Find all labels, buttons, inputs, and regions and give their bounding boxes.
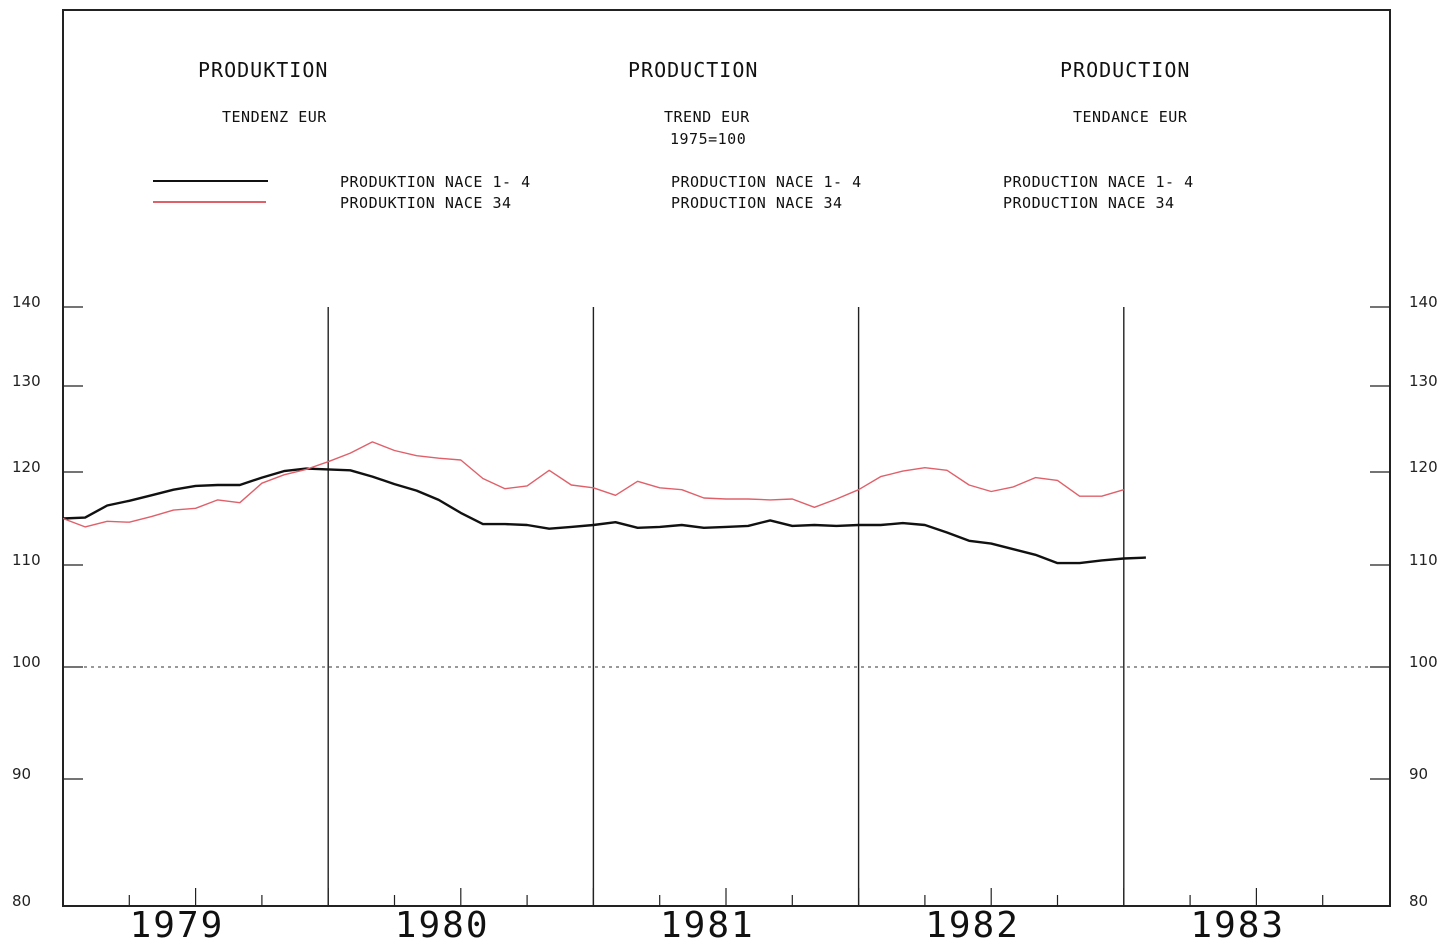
y-tick-label-right-80: 80 [1409, 892, 1429, 910]
y-tick-label-right-110: 110 [1409, 551, 1438, 569]
series-line-2 [62, 441, 1124, 528]
legend-de: PRODUKTION NACE 1- 4 PRODUKTION NACE 34 [340, 172, 531, 214]
y-tick-label-right-100: 100 [1409, 653, 1438, 671]
y-tick-label-right-130: 130 [1409, 372, 1438, 390]
year-separators [327, 307, 1125, 906]
header-title-de: PRODUKTION [198, 58, 329, 82]
legend-label-black-de: PRODUKTION NACE 1- 4 [340, 173, 531, 191]
legend-label-red-de: PRODUKTION NACE 34 [340, 194, 512, 212]
y-tick-label-right-90: 90 [1409, 765, 1429, 783]
legend-label-red-en: PRODUCTION NACE 34 [671, 194, 843, 212]
y-tick-label-left-100: 100 [12, 653, 41, 671]
series-lines [62, 441, 1146, 565]
legend-en: PRODUCTION NACE 1- 4 PRODUCTION NACE 34 [671, 172, 862, 214]
x-tick-label-1983: 1983 [1190, 905, 1286, 946]
y-tick-label-right-140: 140 [1409, 293, 1438, 311]
legend-label-black-en: PRODUCTION NACE 1- 4 [671, 173, 862, 191]
header-subtitle-fr: TENDANCE EUR [1073, 108, 1188, 126]
legend-label-red-fr: PRODUCTION NACE 34 [1003, 194, 1175, 212]
legend-label-black-fr: PRODUCTION NACE 1- 4 [1003, 173, 1194, 191]
axis-ticks [63, 306, 1390, 907]
header-subtitle-de: TENDENZ EUR [222, 108, 327, 126]
y-tick-label-left-80: 80 [12, 892, 32, 910]
header-title-en: PRODUCTION [628, 58, 759, 82]
x-tick-label-1980: 1980 [394, 905, 490, 946]
header-base-year: 1975=100 [670, 130, 747, 148]
x-tick-label-1982: 1982 [925, 905, 1020, 946]
y-tick-label-left-120: 120 [12, 458, 41, 476]
y-tick-label-left-130: 130 [12, 372, 41, 390]
x-tick-label-1979: 1979 [129, 905, 225, 946]
y-tick-label-left-140: 140 [12, 293, 41, 311]
x-tick-label-1981: 1981 [660, 905, 755, 946]
y-tick-label-right-120: 120 [1409, 458, 1438, 476]
header-subtitle-en: TREND EUR [664, 108, 750, 126]
y-tick-label-left-110: 110 [12, 551, 41, 569]
header-title-fr: PRODUCTION [1060, 58, 1191, 82]
series-line-1 [62, 467, 1146, 565]
y-tick-label-left-90: 90 [12, 765, 32, 783]
legend-fr: PRODUCTION NACE 1- 4 PRODUCTION NACE 34 [1003, 172, 1194, 214]
